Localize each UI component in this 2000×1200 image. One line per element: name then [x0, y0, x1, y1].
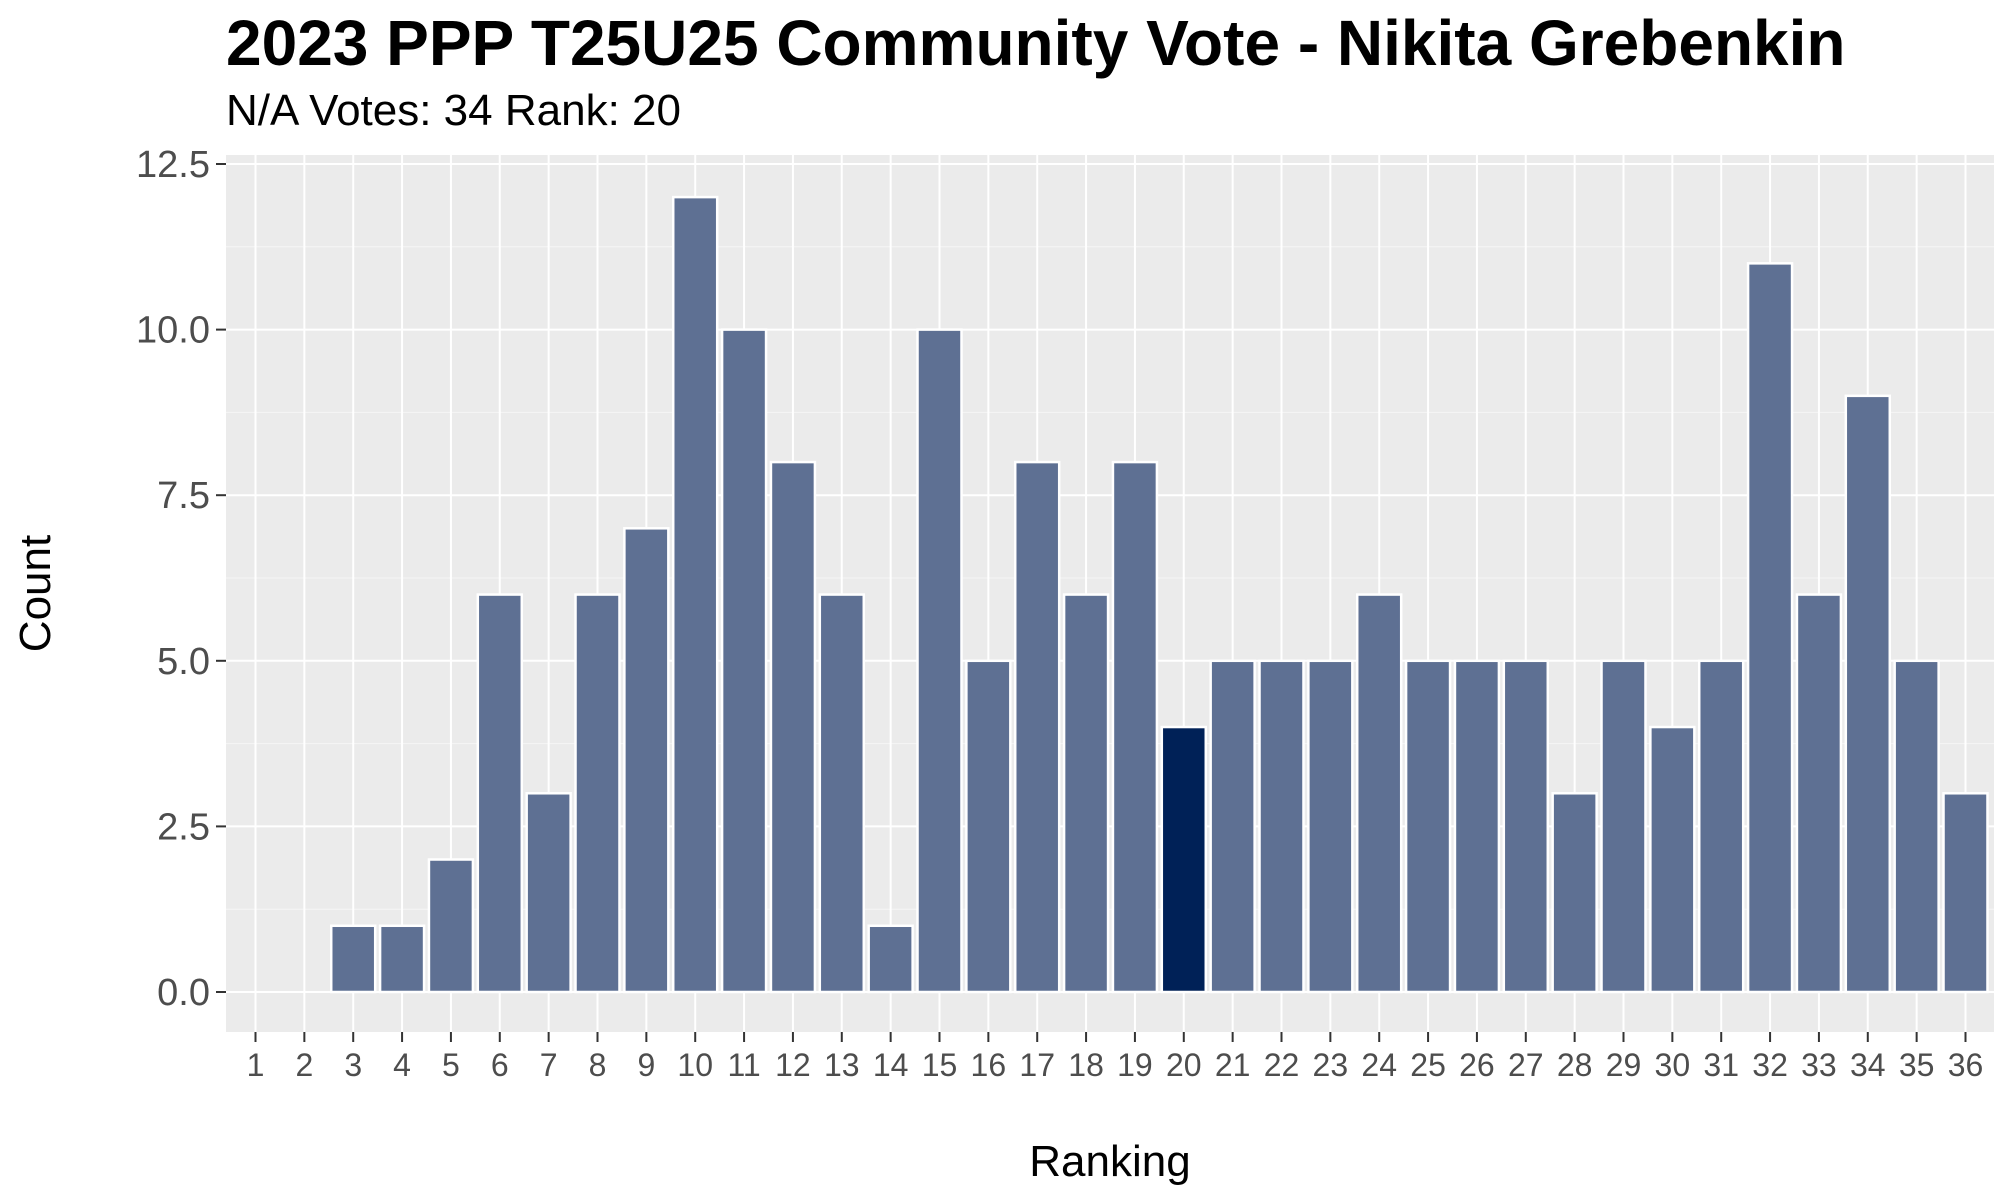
bar-20: [1160, 725, 1208, 994]
bar-29: [1600, 659, 1647, 994]
x-tick-label: 34: [1850, 1047, 1886, 1083]
bar-7: [525, 792, 572, 994]
y-tick-label: 12.5: [136, 144, 210, 186]
x-tick-label: 25: [1410, 1047, 1446, 1083]
bar-4: [378, 924, 426, 994]
x-tick-label: 7: [540, 1047, 558, 1083]
x-tick-label: 14: [873, 1047, 909, 1083]
bar-13: [818, 593, 866, 994]
x-tick-label: 27: [1508, 1047, 1544, 1083]
y-tick-label: 7.5: [157, 475, 210, 517]
bar-27: [1502, 659, 1550, 994]
bar-14: [867, 924, 914, 994]
y-axis: 0.0 2.5 5.0 7.5 10.0 12.5: [136, 144, 226, 1014]
bar-24: [1355, 593, 1403, 994]
x-tick-label: 6: [491, 1047, 509, 1083]
y-tick-label: 0.0: [157, 972, 210, 1014]
x-tick-label: 8: [589, 1047, 607, 1083]
bar-35: [1893, 659, 1940, 994]
x-tick-label: 28: [1557, 1047, 1593, 1083]
bar-11: [720, 328, 768, 994]
x-tick-label: 2: [295, 1047, 313, 1083]
bar-32: [1746, 262, 1794, 994]
bar-12: [769, 460, 817, 994]
x-tick-label: 11: [727, 1047, 760, 1083]
bar-36: [1942, 792, 1989, 994]
bar-31: [1697, 659, 1745, 994]
bar-23: [1307, 659, 1354, 994]
x-tick-label: 26: [1459, 1047, 1495, 1083]
x-tick-label: 32: [1752, 1047, 1788, 1083]
y-tick-label: 2.5: [157, 806, 210, 848]
x-tick-label: 12: [775, 1047, 811, 1083]
bar-10: [671, 195, 719, 994]
bar-22: [1258, 659, 1305, 994]
x-tick-label: 22: [1264, 1047, 1300, 1083]
x-tick-label: 33: [1801, 1047, 1837, 1083]
y-tick-label: 10.0: [136, 310, 210, 352]
x-tick-label: 30: [1655, 1047, 1691, 1083]
x-tick-label: 35: [1899, 1047, 1935, 1083]
y-tick-label: 5.0: [157, 641, 210, 683]
x-tick-label: 10: [677, 1047, 713, 1083]
x-tick-label: 36: [1948, 1047, 1984, 1083]
bar-6: [476, 593, 524, 994]
x-tick-label: 4: [393, 1047, 411, 1083]
chart-title: 2023 PPP T25U25 Community Vote - Nikita …: [226, 7, 1846, 79]
x-tick-label: 5: [442, 1047, 460, 1083]
x-tick-label: 9: [637, 1047, 655, 1083]
x-tick-label: 18: [1068, 1047, 1104, 1083]
bars: [329, 195, 1989, 994]
bar-28: [1551, 792, 1598, 994]
x-tick-label: 17: [1019, 1047, 1055, 1083]
bar-8: [574, 593, 621, 994]
bar-19: [1111, 460, 1159, 994]
x-tick-label: 1: [247, 1047, 265, 1083]
x-axis-title: Ranking: [1029, 1137, 1190, 1186]
bar-21: [1209, 659, 1256, 994]
x-tick-label: 29: [1606, 1047, 1642, 1083]
x-tick-label: 21: [1215, 1047, 1251, 1083]
bar-34: [1844, 394, 1892, 994]
x-tick-label: 15: [922, 1047, 958, 1083]
bar-17: [1013, 460, 1061, 994]
bar-33: [1795, 593, 1843, 994]
x-tick-label: 20: [1166, 1047, 1202, 1083]
x-tick-label: 24: [1361, 1047, 1397, 1083]
x-tick-label: 16: [971, 1047, 1007, 1083]
bar-3: [329, 924, 377, 994]
bar-15: [916, 328, 963, 994]
chart-subtitle: N/A Votes: 34 Rank: 20: [226, 86, 681, 135]
x-tick-label: 19: [1117, 1047, 1153, 1083]
x-tick-label: 31: [1703, 1047, 1739, 1083]
x-axis: 1 2 3 4 5 6 7 8 9 10 11 12 13 14 15 16 17 18 19 20 21 22 23 24 2…: [247, 1032, 1984, 1083]
bar-18: [1062, 593, 1110, 994]
bar-16: [965, 659, 1012, 994]
bar-26: [1453, 659, 1501, 994]
y-axis-title: Count: [11, 535, 60, 652]
bar-30: [1649, 725, 1696, 994]
x-tick-label: 3: [344, 1047, 362, 1083]
x-tick-label: 13: [824, 1047, 860, 1083]
bar-5: [427, 858, 475, 994]
bar-9: [623, 527, 670, 994]
bar-25: [1404, 659, 1452, 994]
x-tick-label: 23: [1313, 1047, 1349, 1083]
